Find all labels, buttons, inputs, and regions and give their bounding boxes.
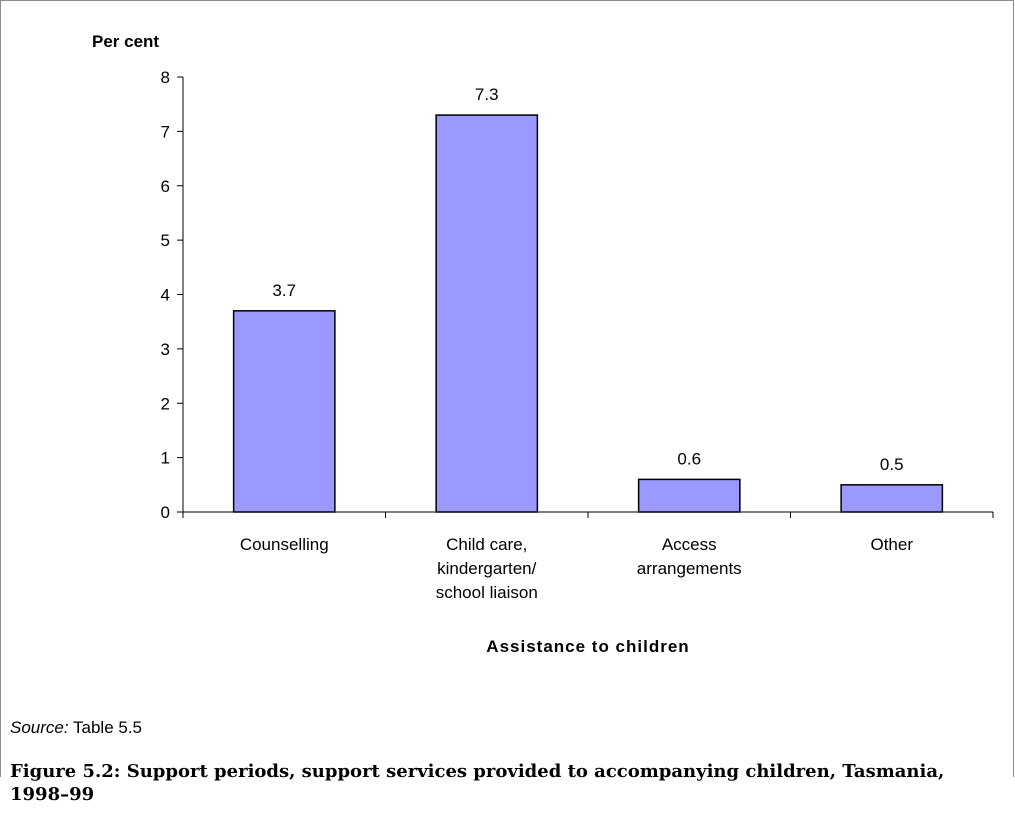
- y-tick-label: 6: [161, 177, 170, 196]
- y-tick-label: 5: [161, 231, 170, 250]
- chart-frame: [0, 0, 1014, 777]
- category-label: kindergarten/: [437, 559, 537, 578]
- category-label: Counselling: [240, 535, 329, 554]
- source-text: Table 5.5: [68, 718, 143, 737]
- category-label: arrangements: [637, 559, 742, 578]
- bar: [840, 484, 944, 513]
- y-axis-title: Per cent: [92, 32, 159, 51]
- bar: [637, 478, 741, 513]
- category-label: Access: [662, 535, 717, 554]
- category-label: school liaison: [436, 583, 538, 602]
- data-label: 3.7: [272, 281, 296, 300]
- y-tick-label: 0: [161, 503, 170, 522]
- y-tick-label: 3: [161, 340, 170, 359]
- data-label: 7.3: [475, 85, 499, 104]
- figure-caption: Figure 5.2: Support periods, support ser…: [10, 761, 945, 805]
- category-label: Other: [870, 535, 913, 554]
- category-label: Child care,: [446, 535, 527, 554]
- y-tick-label: 7: [161, 122, 170, 141]
- x-axis-title: Assistance to children: [486, 637, 689, 656]
- y-tick-label: 8: [161, 68, 170, 87]
- source-note: Source: Table 5.5: [10, 718, 142, 738]
- y-tick-label: 4: [161, 286, 170, 305]
- bar: [232, 310, 336, 513]
- bar: [435, 114, 539, 513]
- y-tick-label: 2: [161, 394, 170, 413]
- bar-chart: Per cent 0 1 2 3 4 5 6 7 8 3.7 Counselling 7.3 Child …: [92, 32, 994, 656]
- data-label: 0.6: [677, 449, 701, 468]
- data-label: 0.5: [880, 455, 904, 474]
- source-label: Source:: [10, 718, 69, 737]
- y-tick-label: 1: [161, 449, 170, 468]
